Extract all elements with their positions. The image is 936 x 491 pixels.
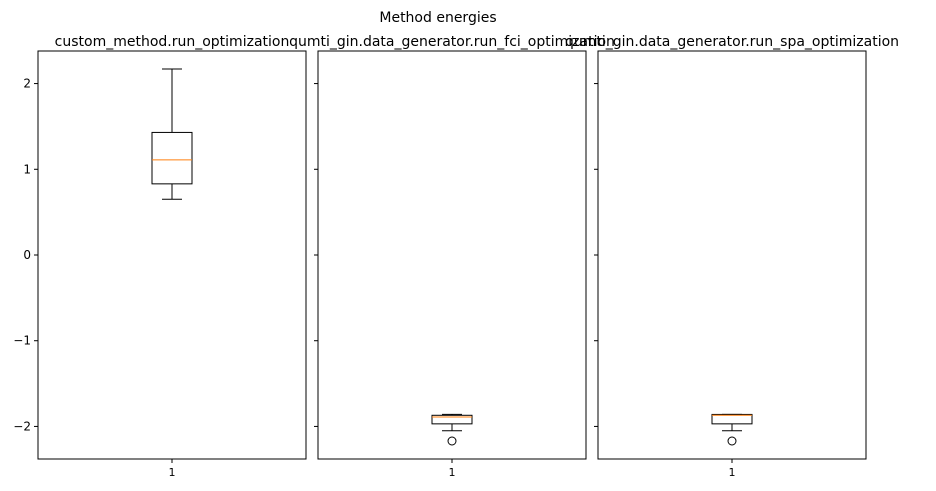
x-tick-label: 1 [449,466,456,479]
plot-frame [37,50,307,460]
box-chart-1: custom_method.run_optimization −2 −1 0 1 2 1 [13,34,307,479]
chart-title: qumti_gin.data_generator.run_fci_optimiz… [289,34,615,50]
y-tick-label: 1 [23,162,31,176]
plot-frame [317,50,587,460]
box-chart-3: qumti_gin.data_generator.run_spa_optimiz… [565,34,899,479]
y-tick-label: −1 [13,334,31,348]
plot-frame [597,50,867,460]
x-tick-label: 1 [169,466,176,479]
y-tick-label: 2 [23,77,31,91]
x-tick-label: 1 [729,466,736,479]
box [151,131,193,185]
box [431,414,473,425]
chart-title: custom_method.run_optimization [55,34,290,50]
outlier-point [447,436,457,446]
box-chart-2: qumti_gin.data_generator.run_fci_optimiz… [289,34,615,479]
y-tick-label: 0 [23,248,31,262]
outlier-point [727,436,737,446]
box [711,413,753,425]
y-tick-label: −2 [13,419,31,433]
figure-title: Method energies [379,10,496,26]
chart-title: qumti_gin.data_generator.run_spa_optimiz… [565,34,899,50]
